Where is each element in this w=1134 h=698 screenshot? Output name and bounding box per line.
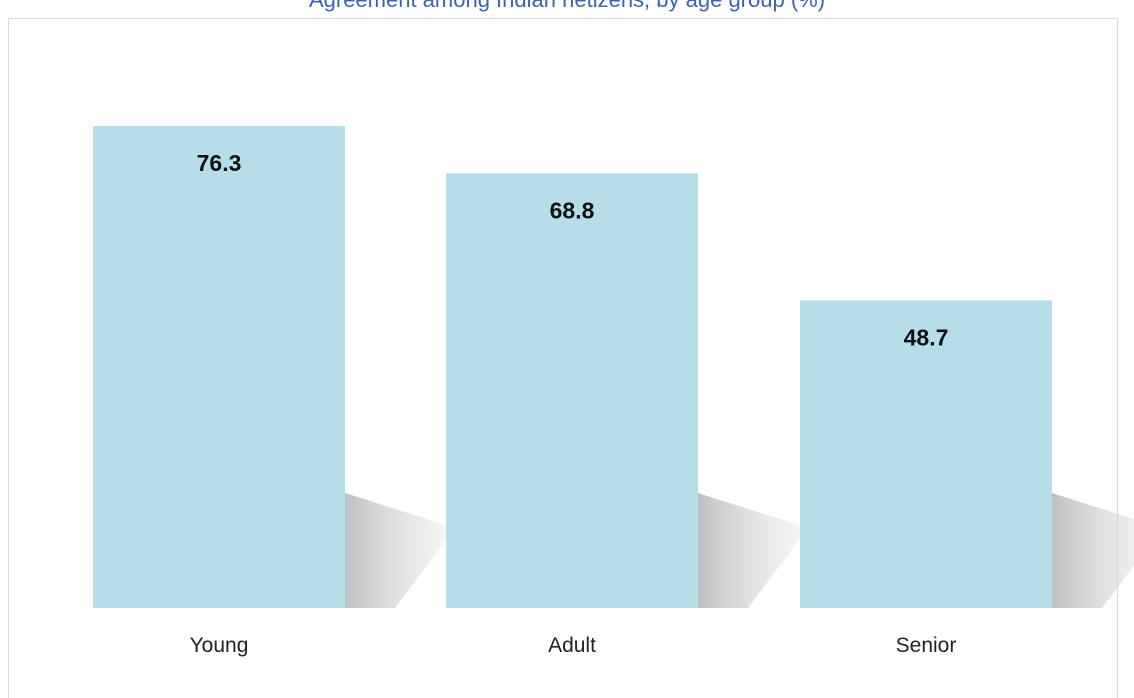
bars — [93, 126, 1052, 608]
bar-chart: 76.3 68.8 48.7 Young Adult Senior — [93, 126, 1134, 657]
category-label: Senior — [896, 634, 957, 657]
bar-adult — [446, 173, 698, 608]
bar-shadow — [698, 493, 808, 608]
chart-title: Agreement among Indian netizens, by age … — [0, 0, 1134, 13]
value-labels: 76.3 68.8 48.7 — [197, 150, 949, 350]
category-label: Adult — [548, 634, 596, 657]
bar-young — [93, 126, 345, 608]
bar-shadows — [345, 493, 1134, 608]
bar-senior — [800, 300, 1052, 608]
bar-shadow — [1052, 493, 1134, 608]
category-label: Young — [190, 634, 249, 657]
value-label: 68.8 — [550, 197, 595, 223]
chart-frame — [8, 18, 1118, 698]
bar-shadow — [345, 493, 455, 608]
value-label: 48.7 — [904, 324, 949, 350]
category-labels: Young Adult Senior — [190, 634, 957, 657]
value-label: 76.3 — [197, 150, 242, 176]
